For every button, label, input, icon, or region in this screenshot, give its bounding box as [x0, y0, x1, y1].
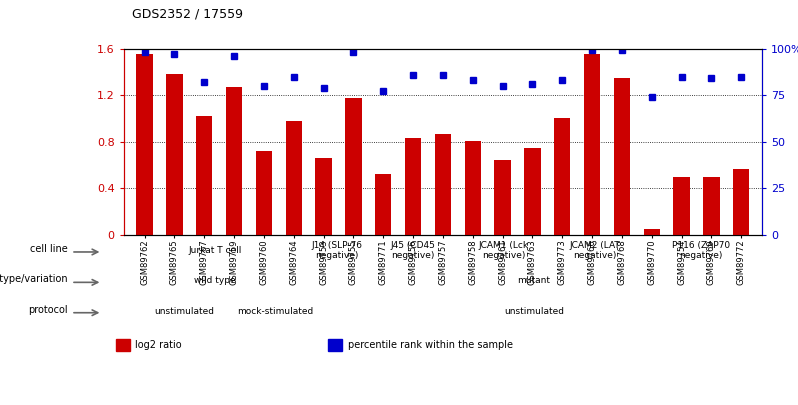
Bar: [226, 87, 243, 235]
Bar: [196, 116, 212, 235]
Bar: [166, 74, 183, 235]
Text: protocol: protocol: [28, 305, 68, 315]
Bar: [346, 98, 361, 235]
Bar: [405, 138, 421, 235]
Text: unstimulated: unstimulated: [155, 307, 215, 316]
Text: unstimulated: unstimulated: [504, 307, 564, 316]
Text: Jurkat T cell: Jurkat T cell: [188, 246, 242, 255]
Bar: [286, 121, 302, 235]
Text: percentile rank within the sample: percentile rank within the sample: [348, 340, 512, 350]
Bar: [643, 229, 660, 235]
Bar: [614, 78, 630, 235]
Text: P116 (ZAP70
negative): P116 (ZAP70 negative): [672, 241, 730, 260]
Text: GDS2352 / 17559: GDS2352 / 17559: [132, 7, 243, 20]
Text: mutant: mutant: [518, 276, 551, 286]
Text: J45 (CD45
negative): J45 (CD45 negative): [390, 241, 435, 260]
Text: JCAM2 (LAT
negative): JCAM2 (LAT negative): [570, 241, 620, 260]
Bar: [435, 134, 451, 235]
Bar: [733, 168, 749, 235]
Bar: [584, 54, 600, 235]
Bar: [494, 160, 511, 235]
Text: log2 ratio: log2 ratio: [135, 340, 182, 350]
Text: cell line: cell line: [30, 244, 68, 254]
Text: wild type: wild type: [194, 276, 235, 286]
Text: JCAM1 (Lck
negative): JCAM1 (Lck negative): [479, 241, 529, 260]
Text: mock-stimulated: mock-stimulated: [238, 307, 314, 316]
Bar: [315, 158, 332, 235]
Bar: [375, 175, 392, 235]
Bar: [524, 147, 540, 235]
Text: genotype/variation: genotype/variation: [0, 275, 68, 284]
Text: J14 (SLP-76
negative): J14 (SLP-76 negative): [311, 241, 362, 260]
Bar: [136, 54, 152, 235]
Bar: [464, 141, 481, 235]
Bar: [255, 151, 272, 235]
Bar: [116, 339, 129, 352]
Bar: [328, 339, 342, 352]
Bar: [674, 177, 689, 235]
Bar: [554, 119, 571, 235]
Bar: [703, 177, 720, 235]
